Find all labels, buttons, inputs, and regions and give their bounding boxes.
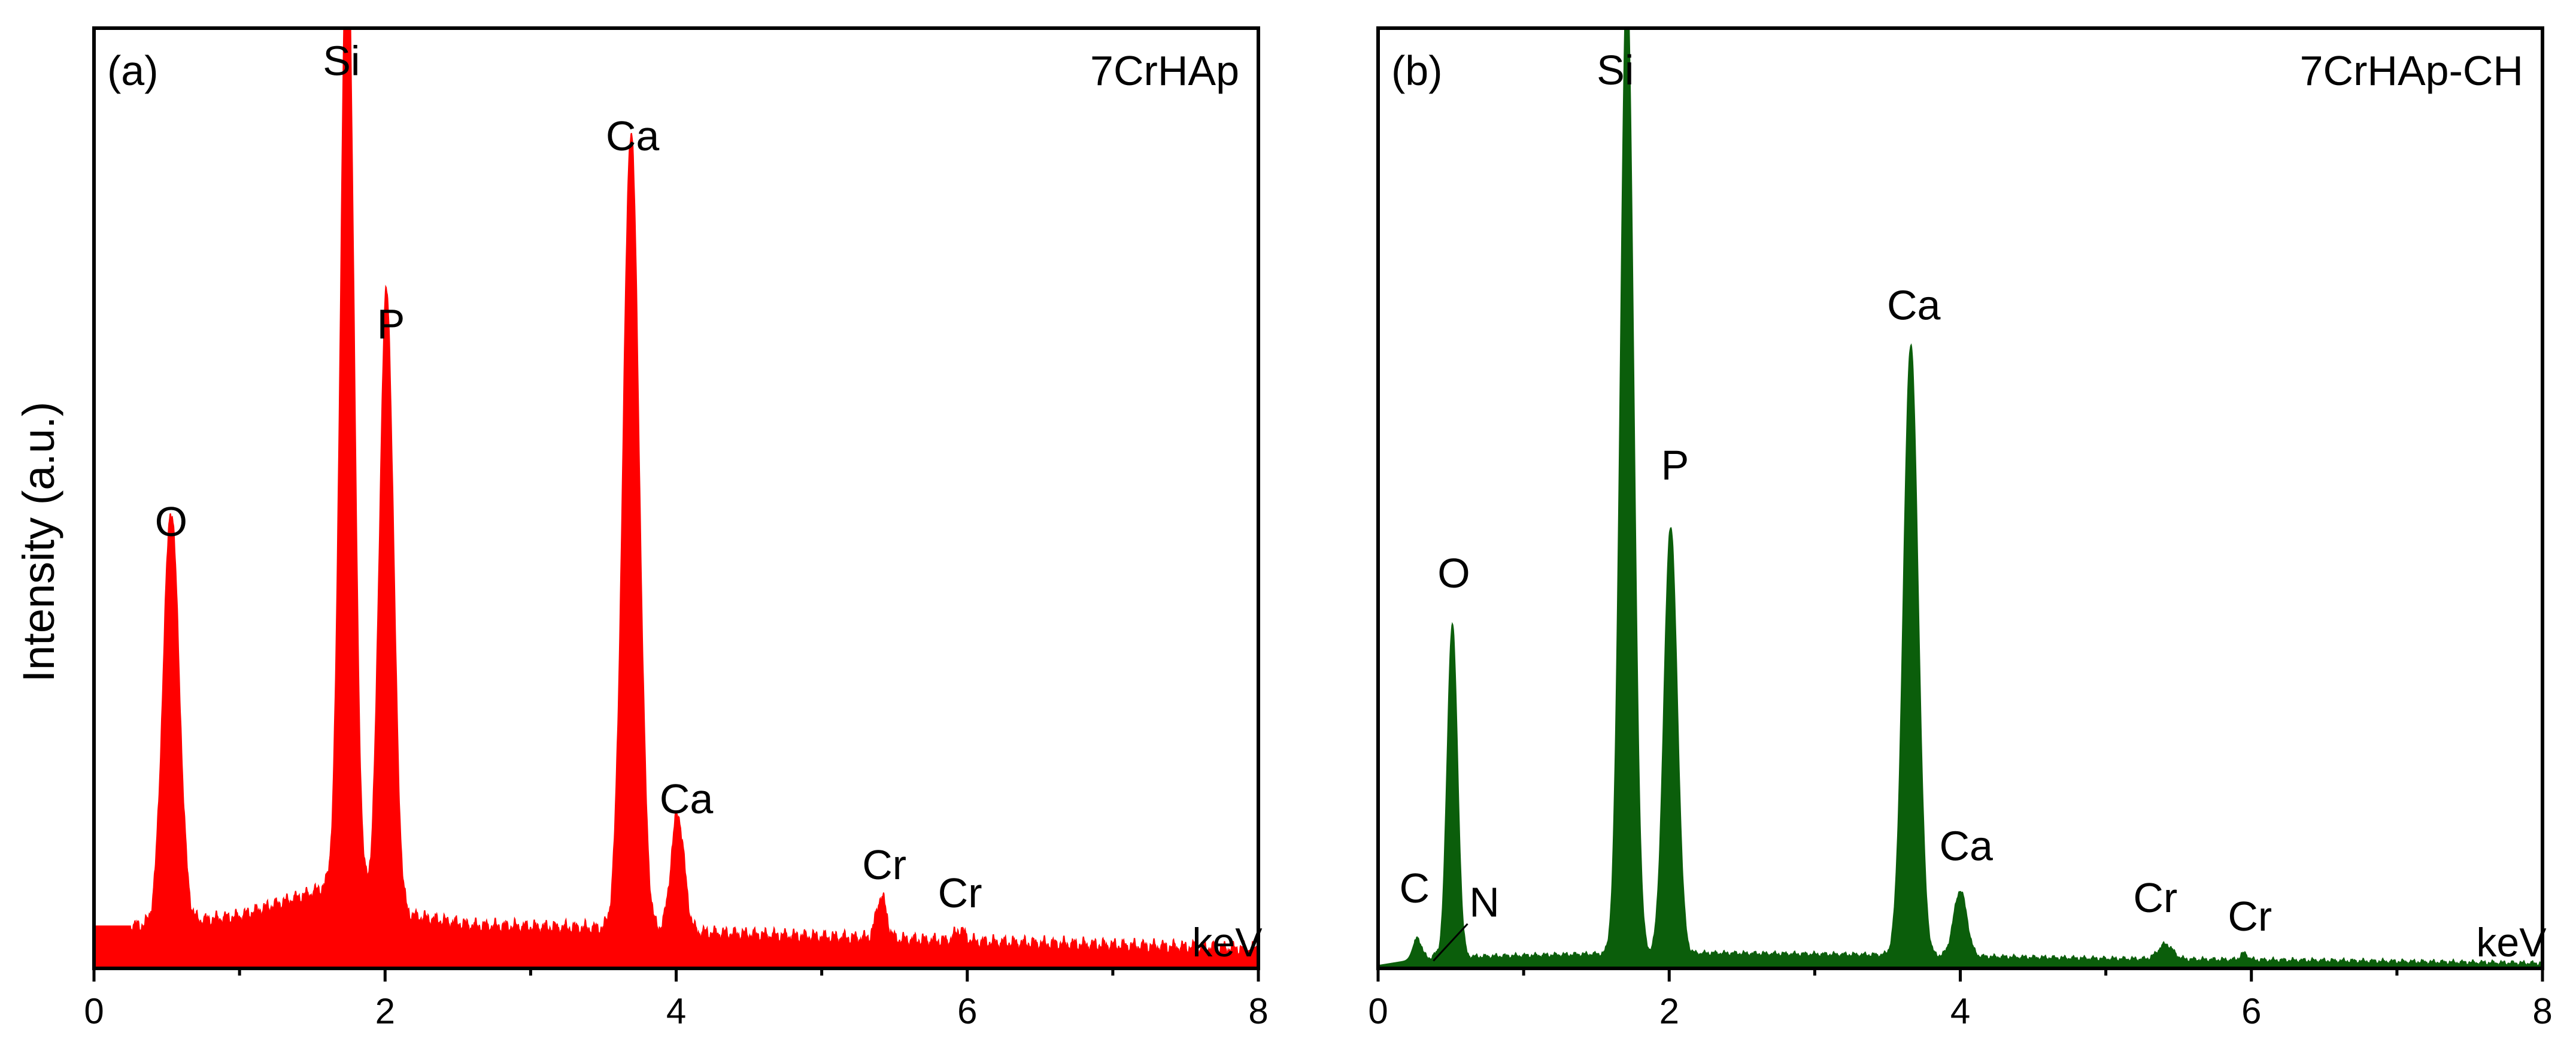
x-tick-label: 8 — [1248, 991, 1268, 1031]
peak-label-cr: Cr — [2133, 874, 2177, 921]
spectrum-panel-a: 0 2 4 6 8 keV (a) 7CrHAp O Si P Ca Ca Cr Cr — [84, 26, 1269, 1031]
x-axis-label: keV — [2476, 920, 2547, 965]
peak-label-cr: Cr — [2228, 893, 2272, 940]
peak-label-o: O — [155, 498, 187, 545]
peak-label-leader-line — [1433, 923, 1468, 962]
panel-letter: (b) — [1391, 47, 1443, 94]
peak-label-ca: Ca — [1887, 282, 1941, 329]
x-tick-label: 2 — [1659, 991, 1679, 1031]
peak-label-cr: Cr — [862, 841, 906, 888]
peak-label-p: P — [377, 301, 405, 347]
panel-title: 7CrHAp-CH — [2300, 47, 2523, 94]
panel-letter: (a) — [107, 47, 159, 94]
spectrum-area — [94, 28, 1258, 968]
x-tick-label: 8 — [2532, 991, 2552, 1031]
x-tick-label: 0 — [1368, 991, 1388, 1031]
y-axis-label: Intensity (a.u.) — [14, 402, 63, 683]
spectrum-panel-b: 0 2 4 6 8 keV (b) 7CrHAp-CH C N O Si P Ca Ca Cr Cr — [1368, 26, 2553, 1031]
panel-title: 7CrHAp — [1090, 47, 1239, 94]
x-tick-label: 6 — [957, 991, 977, 1031]
peak-label-n: N — [1469, 879, 1500, 926]
x-tick-label: 4 — [1950, 991, 1970, 1031]
spectrum-area — [1378, 28, 2542, 968]
peak-label-ca: Ca — [660, 776, 714, 822]
x-tick-label: 0 — [84, 991, 104, 1031]
x-axis-label: keV — [1192, 920, 1263, 965]
peak-label-si: Si — [1597, 47, 1634, 93]
peak-label-ca: Ca — [1939, 822, 1993, 869]
x-tick-label: 6 — [2241, 991, 2261, 1031]
x-tick-label: 4 — [666, 991, 686, 1031]
peak-label-p: P — [1661, 442, 1689, 489]
peak-label-ca: Ca — [606, 113, 660, 159]
peak-label-si: Si — [323, 38, 360, 84]
peak-label-o: O — [1437, 550, 1470, 596]
peak-label-c: C — [1400, 865, 1430, 911]
x-tick-label: 2 — [375, 991, 395, 1031]
peak-label-cr: Cr — [938, 870, 982, 916]
